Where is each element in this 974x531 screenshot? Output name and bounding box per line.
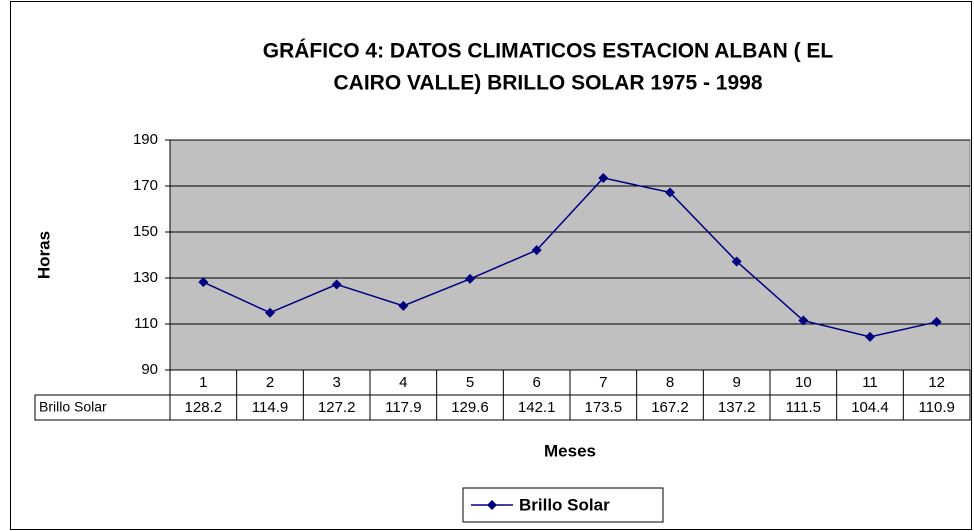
chart-title: GRÁFICO 4: DATOS CLIMATICOS ESTACION ALB… bbox=[263, 40, 834, 63]
point-marker bbox=[531, 245, 542, 256]
point-marker bbox=[731, 256, 742, 267]
plot-area bbox=[169, 139, 971, 371]
x-tick-label: 6 bbox=[532, 374, 540, 391]
x-tick-label: 5 bbox=[466, 374, 474, 391]
x-tick-label: 1 bbox=[199, 374, 207, 391]
table-value: 128.2 bbox=[185, 399, 223, 416]
point-marker bbox=[798, 315, 809, 326]
y-tick-label: 150 bbox=[133, 223, 158, 240]
x-tick-label: 2 bbox=[266, 374, 274, 391]
x-axis-label: Meses bbox=[544, 441, 596, 460]
table-row-label: Brillo Solar bbox=[39, 399, 107, 415]
table-value: 173.5 bbox=[585, 399, 623, 416]
point-marker bbox=[865, 331, 875, 342]
y-tick-label: 190 bbox=[133, 131, 158, 148]
y-tick-label: 170 bbox=[133, 177, 158, 194]
table-value: 129.6 bbox=[451, 399, 489, 416]
series-line bbox=[203, 177, 937, 338]
x-tick-label: 9 bbox=[732, 374, 740, 391]
point-marker bbox=[398, 300, 409, 311]
x-tick-label: 3 bbox=[332, 374, 340, 391]
chart-subtitle: CAIRO VALLE) BRILLO SOLAR 1975 - 1998 bbox=[333, 72, 762, 95]
table-value: 117.9 bbox=[385, 399, 421, 416]
point-marker bbox=[931, 316, 942, 327]
y-tick-label: 110 bbox=[134, 315, 158, 332]
y-tick-label: 90 bbox=[141, 361, 158, 378]
table-value: 104.4 bbox=[851, 399, 889, 416]
x-tick-label: 12 bbox=[928, 374, 945, 391]
y-axis-label: Horas bbox=[34, 231, 53, 279]
x-tick-label: 11 bbox=[862, 374, 878, 391]
x-tick-label: 10 bbox=[795, 374, 812, 391]
point-marker bbox=[598, 172, 609, 183]
point-marker bbox=[465, 273, 475, 284]
table-value: 137.2 bbox=[718, 399, 756, 416]
table-value: 142.1 bbox=[518, 399, 556, 416]
point-marker bbox=[331, 279, 342, 290]
data-table-vals bbox=[34, 394, 971, 421]
legend-label: Brillo Solar bbox=[519, 495, 610, 514]
table-value: 127.2 bbox=[318, 399, 356, 416]
table-value: 110.9 bbox=[918, 399, 954, 416]
point-marker bbox=[198, 277, 209, 288]
x-tick-label: 8 bbox=[666, 374, 674, 391]
table-value: 167.2 bbox=[651, 399, 689, 416]
x-tick-label: 7 bbox=[599, 374, 607, 391]
y-tick-label: 130 bbox=[133, 269, 158, 286]
point-marker bbox=[265, 307, 275, 318]
table-value: 114.9 bbox=[252, 399, 288, 416]
point-marker bbox=[665, 187, 675, 198]
table-value: 111.5 bbox=[786, 399, 821, 416]
legend-marker bbox=[487, 500, 497, 510]
x-tick-label: 4 bbox=[399, 374, 407, 391]
